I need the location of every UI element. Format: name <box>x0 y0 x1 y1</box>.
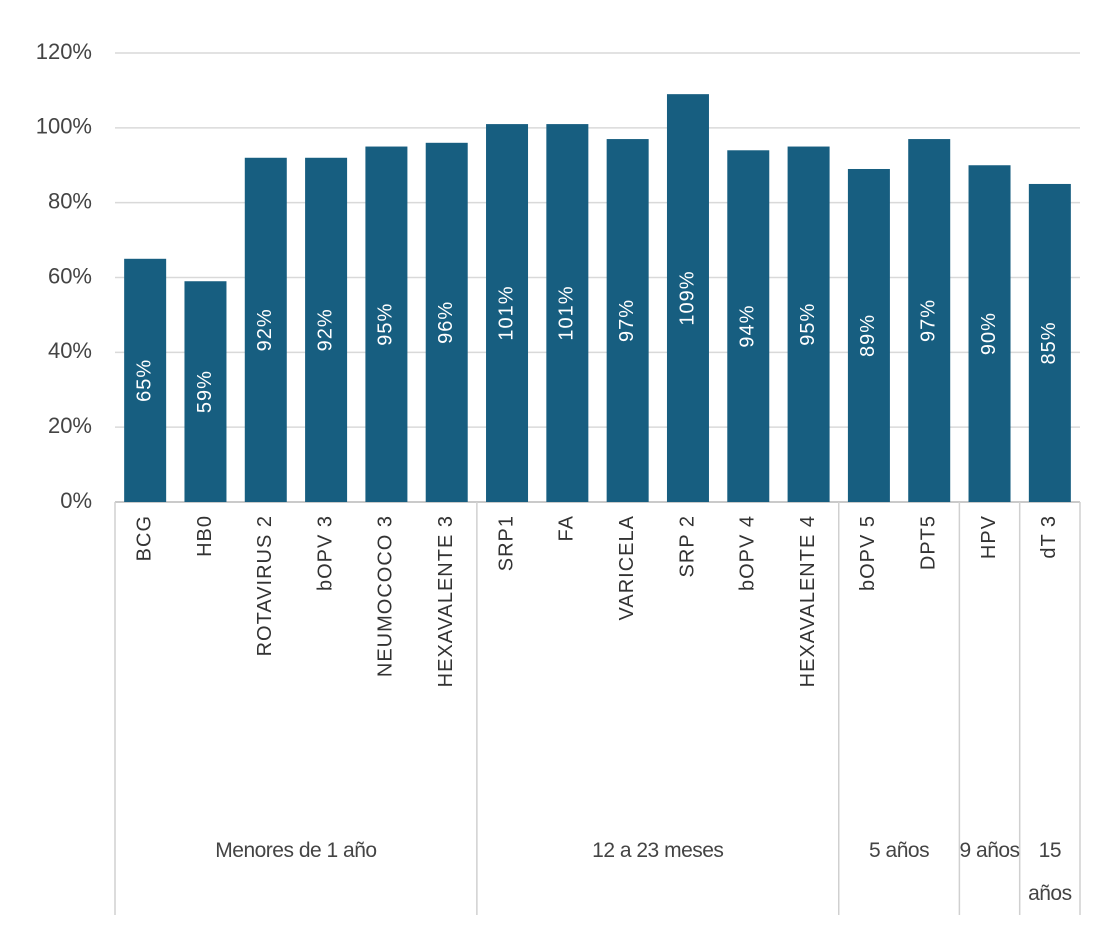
x-tick-label: VARICELA <box>616 515 638 620</box>
x-tick-label: bOPV 4 <box>737 515 759 591</box>
y-tick-label: 40% <box>48 338 92 363</box>
value-label: 109% <box>676 271 698 326</box>
x-tick-label: HB0 <box>194 515 216 557</box>
bar <box>124 258 167 502</box>
bar <box>666 94 709 503</box>
group-label: 15 años <box>1028 839 1072 905</box>
value-label: 85% <box>1038 321 1060 364</box>
value-label: 90% <box>978 312 1000 355</box>
bar <box>486 124 529 502</box>
x-tick-label: HEXAVALENTE 3 <box>435 515 457 687</box>
group-label: Menores de 1 año <box>215 839 377 862</box>
value-label: 94% <box>737 305 759 348</box>
group-label: 9 años <box>959 839 1021 862</box>
bar <box>365 146 408 502</box>
x-tick-label: SRP 2 <box>676 515 698 577</box>
group-label: 5 años <box>869 839 930 862</box>
value-label: 97% <box>918 299 940 342</box>
x-tick-label: FA <box>556 515 578 541</box>
bar <box>184 281 227 502</box>
y-tick-label: 100% <box>36 114 92 139</box>
value-label: 95% <box>375 303 397 346</box>
bar <box>727 150 770 503</box>
x-tick-label: HEXAVALENTE 4 <box>797 515 819 687</box>
value-label: 89% <box>857 314 879 357</box>
value-label: 92% <box>254 308 276 351</box>
bar <box>908 139 951 502</box>
x-tick-label: ROTAVIRUS 2 <box>254 515 276 656</box>
bar <box>244 157 287 502</box>
bar <box>847 168 890 502</box>
value-label: 96% <box>435 301 457 344</box>
x-tick-label: BCG <box>133 515 155 561</box>
x-tick-label: SRP1 <box>495 515 517 571</box>
x-tick-label: HPV <box>978 515 1000 559</box>
bar <box>305 157 348 502</box>
x-tick-label: DPT5 <box>918 515 940 570</box>
x-tick-label: dT 3 <box>1038 515 1060 559</box>
x-tick-label: NEUMOCOCO 3 <box>375 515 397 677</box>
y-tick-label: 0% <box>60 488 92 513</box>
value-label: 97% <box>616 299 638 342</box>
bar <box>425 142 468 503</box>
bar <box>1028 183 1071 503</box>
y-tick-label: 120% <box>36 39 92 64</box>
bar <box>546 124 589 502</box>
value-label: 101% <box>556 285 578 340</box>
group-label: 12 a 23 meses <box>592 839 724 862</box>
value-label: 65% <box>133 359 155 402</box>
x-tick-label: bOPV 3 <box>314 515 336 591</box>
y-tick-label: 20% <box>48 413 92 438</box>
value-label: 95% <box>797 303 819 346</box>
value-label: 101% <box>495 285 517 340</box>
bar <box>606 139 649 502</box>
y-tick-label: 80% <box>48 188 92 213</box>
x-tick-label: bOPV 5 <box>857 515 879 591</box>
value-label: 92% <box>314 308 336 351</box>
y-tick-label: 60% <box>48 263 92 288</box>
bar <box>968 165 1011 502</box>
bar <box>787 146 830 502</box>
value-label: 59% <box>194 370 216 413</box>
